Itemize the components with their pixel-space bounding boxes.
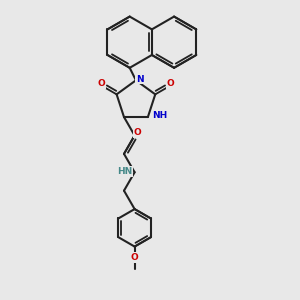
Text: O: O [98, 79, 106, 88]
Text: O: O [133, 128, 141, 137]
Text: O: O [131, 253, 139, 262]
Text: HN: HN [117, 167, 132, 176]
Text: N: N [136, 75, 143, 84]
Text: O: O [166, 79, 174, 88]
Text: NH: NH [152, 111, 167, 120]
